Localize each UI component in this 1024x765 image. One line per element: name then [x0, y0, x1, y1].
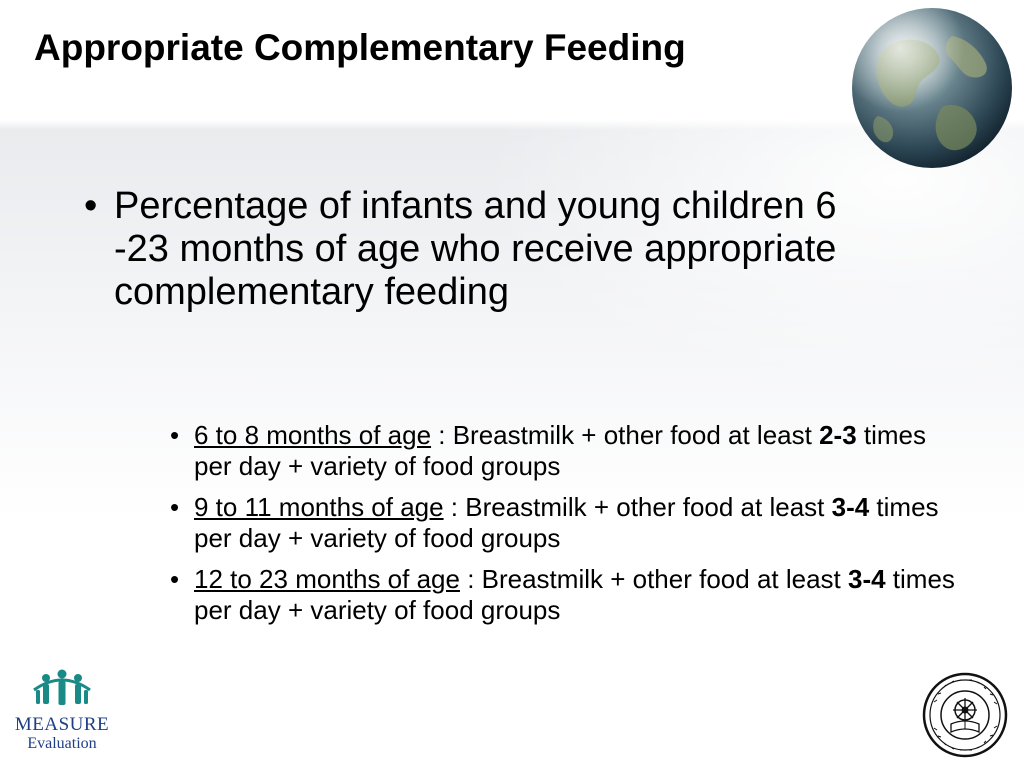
bullet-marker: • [170, 420, 180, 450]
sub-bullet-text-before: : Breastmilk + other food at least [443, 492, 832, 522]
list-item: • 6 to 8 months of age : Breastmilk + ot… [166, 420, 966, 482]
slide-title: Appropriate Complementary Feeding [34, 27, 686, 68]
globe-icon [852, 8, 1012, 168]
list-item: • 12 to 23 months of age : Breastmilk + … [166, 564, 966, 626]
age-range-label: 6 to 8 months of age [194, 420, 432, 450]
sub-bullet-text-before: : Breastmilk + other food at least [459, 564, 848, 594]
frequency-value: 3-4 [848, 564, 886, 594]
frequency-value: 2-3 [819, 420, 857, 450]
age-range-label: 9 to 11 months of age [194, 492, 444, 522]
sub-bullet-text-after: times per day + variety of food groups [194, 492, 939, 553]
measure-evaluation-logo: MEASURE Evaluation [12, 668, 112, 758]
bullet-marker: • [170, 492, 180, 522]
age-range-label: 12 to 23 months of age [194, 564, 460, 594]
main-bullet-text: Percentage of infants and young children… [114, 185, 837, 313]
measure-label: MEASURE [14, 714, 110, 735]
sub-bullet-text-before: : Breastmilk + other food at least [431, 420, 820, 450]
evaluation-label: Evaluation [27, 735, 97, 752]
people-group-icon [33, 669, 91, 705]
sub-bullet-text-after: times per day + variety of food groups [194, 420, 926, 481]
bullet-marker: • [170, 564, 180, 594]
frequency-value: 3-4 [831, 492, 870, 522]
sub-bullet-text: 9 to 11 months of age : Breastmilk + oth… [194, 492, 966, 554]
sub-bullet-text-after: times per day + variety of food groups [194, 564, 955, 625]
bullet-marker: • [84, 185, 98, 227]
list-item: • 9 to 11 months of age : Breastmilk + o… [166, 492, 966, 554]
slide-sheen [0, 120, 1024, 540]
sub-bullet-text: 6 to 8 months of age : Breastmilk + othe… [194, 420, 966, 482]
sub-bullet-list: • 6 to 8 months of age : Breastmilk + ot… [166, 420, 966, 636]
sub-bullet-text: 12 to 23 months of age : Breastmilk + ot… [194, 564, 966, 626]
main-bullet: • Percentage of infants and young childr… [84, 185, 884, 314]
university-seal-icon [922, 672, 1008, 758]
